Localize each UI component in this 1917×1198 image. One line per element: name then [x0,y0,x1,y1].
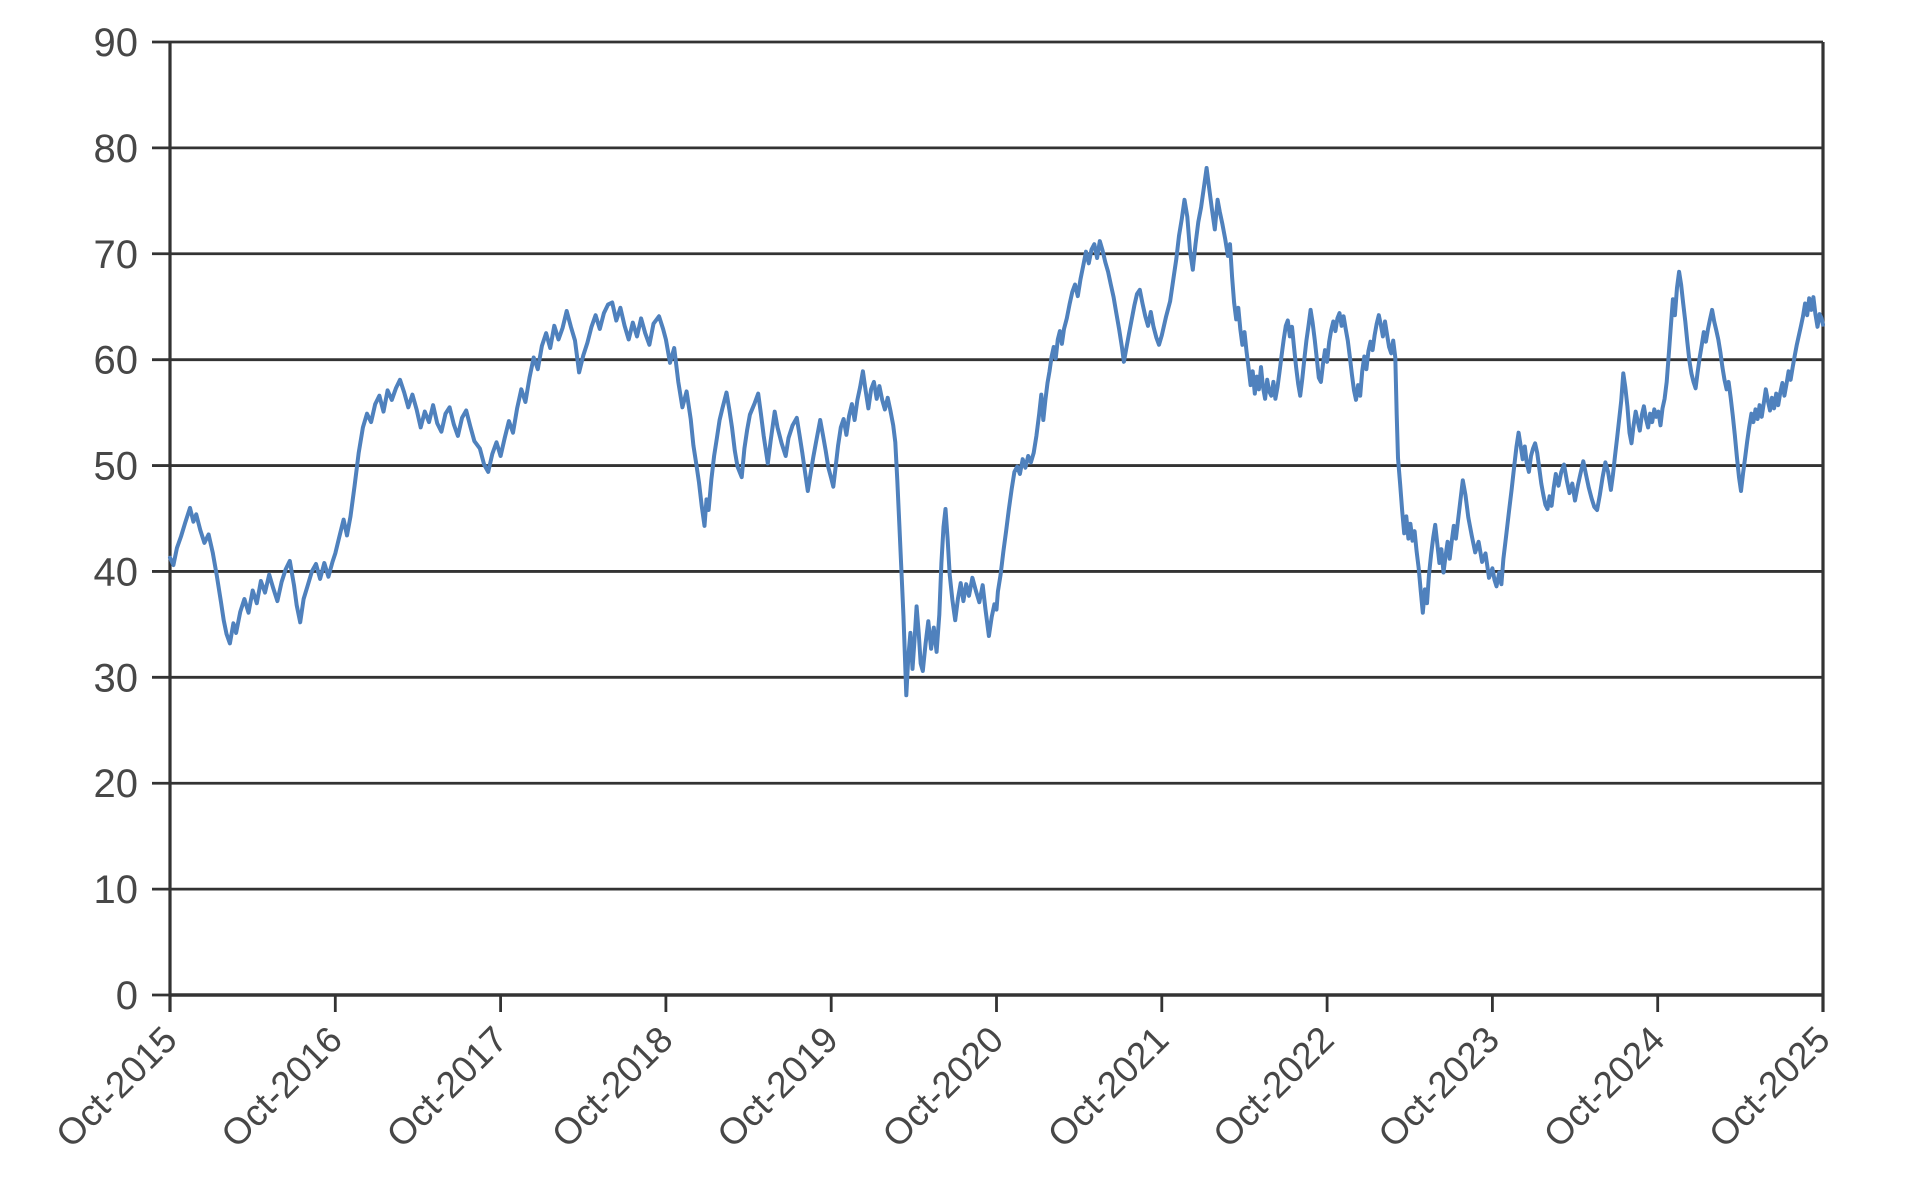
x-axis-label: Oct-2020 [875,1019,1012,1156]
y-axis-label: 80 [94,127,139,171]
x-axis-label: Oct-2018 [544,1019,681,1156]
x-axis-label: Oct-2017 [379,1019,516,1156]
y-axis-label: 30 [94,656,139,700]
x-axis-label: Oct-2024 [1536,1019,1673,1156]
x-axis-label: Oct-2025 [1701,1019,1838,1156]
y-axis-label: 10 [94,868,139,912]
y-axis-label: 50 [94,445,139,489]
x-axis-label: Oct-2016 [213,1019,350,1156]
y-axis-label: 70 [94,233,139,277]
x-axis-label: Oct-2019 [709,1019,846,1156]
x-axis-label: Oct-2015 [48,1019,185,1156]
series-line [168,166,1825,698]
y-axis-label: 90 [94,21,139,65]
x-axis-label: Oct-2023 [1370,1019,1507,1156]
y-axis-label: 60 [94,339,139,383]
y-axis-label: 20 [94,762,139,806]
y-axis-label: 0 [116,974,138,1018]
y-axis-label: 40 [94,550,139,594]
x-axis-label: Oct-2022 [1205,1019,1342,1156]
x-axis-label: Oct-2021 [1040,1019,1177,1156]
